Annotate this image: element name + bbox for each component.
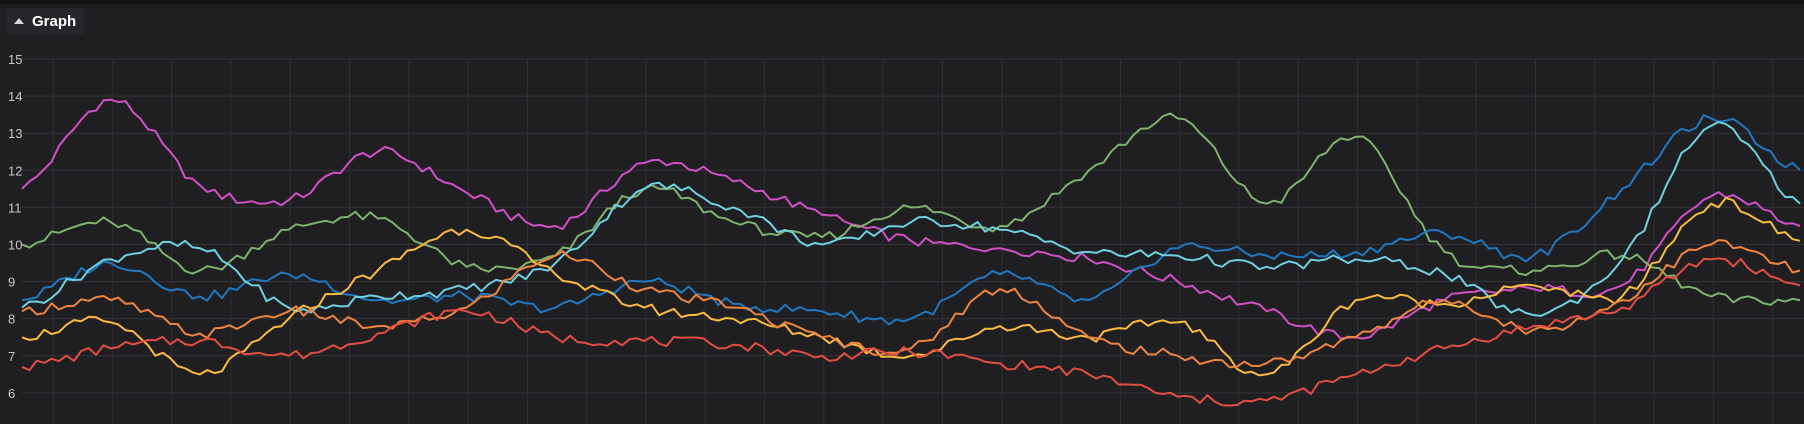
panel-header[interactable]: Graph bbox=[6, 8, 85, 34]
y-tick-label: 12 bbox=[8, 163, 22, 178]
chevron-up-icon bbox=[14, 18, 24, 24]
y-axis: 6 7 8 9 10 11 12 13 14 15 bbox=[8, 52, 22, 401]
series-line-6 bbox=[21, 239, 1801, 369]
y-tick-label: 13 bbox=[8, 126, 22, 141]
top-border bbox=[0, 0, 1804, 4]
graph-panel bbox=[0, 4, 1804, 424]
y-tick-label: 11 bbox=[8, 200, 22, 215]
series-line-3 bbox=[21, 114, 1801, 326]
series-line-4 bbox=[21, 121, 1801, 317]
series-line-5 bbox=[21, 196, 1801, 377]
series-lines bbox=[21, 98, 1801, 407]
y-tick-label: 15 bbox=[8, 52, 22, 67]
y-tick-label: 10 bbox=[8, 238, 22, 253]
series-line-2 bbox=[21, 112, 1801, 306]
y-tick-label: 8 bbox=[8, 312, 15, 327]
y-tick-label: 14 bbox=[8, 89, 22, 104]
series-line-1 bbox=[21, 98, 1801, 340]
series-line-7 bbox=[21, 257, 1801, 407]
y-tick-label: 6 bbox=[8, 386, 15, 401]
panel-title: Graph bbox=[32, 12, 77, 30]
y-tick-label: 7 bbox=[8, 349, 15, 364]
y-tick-label: 9 bbox=[8, 275, 15, 290]
